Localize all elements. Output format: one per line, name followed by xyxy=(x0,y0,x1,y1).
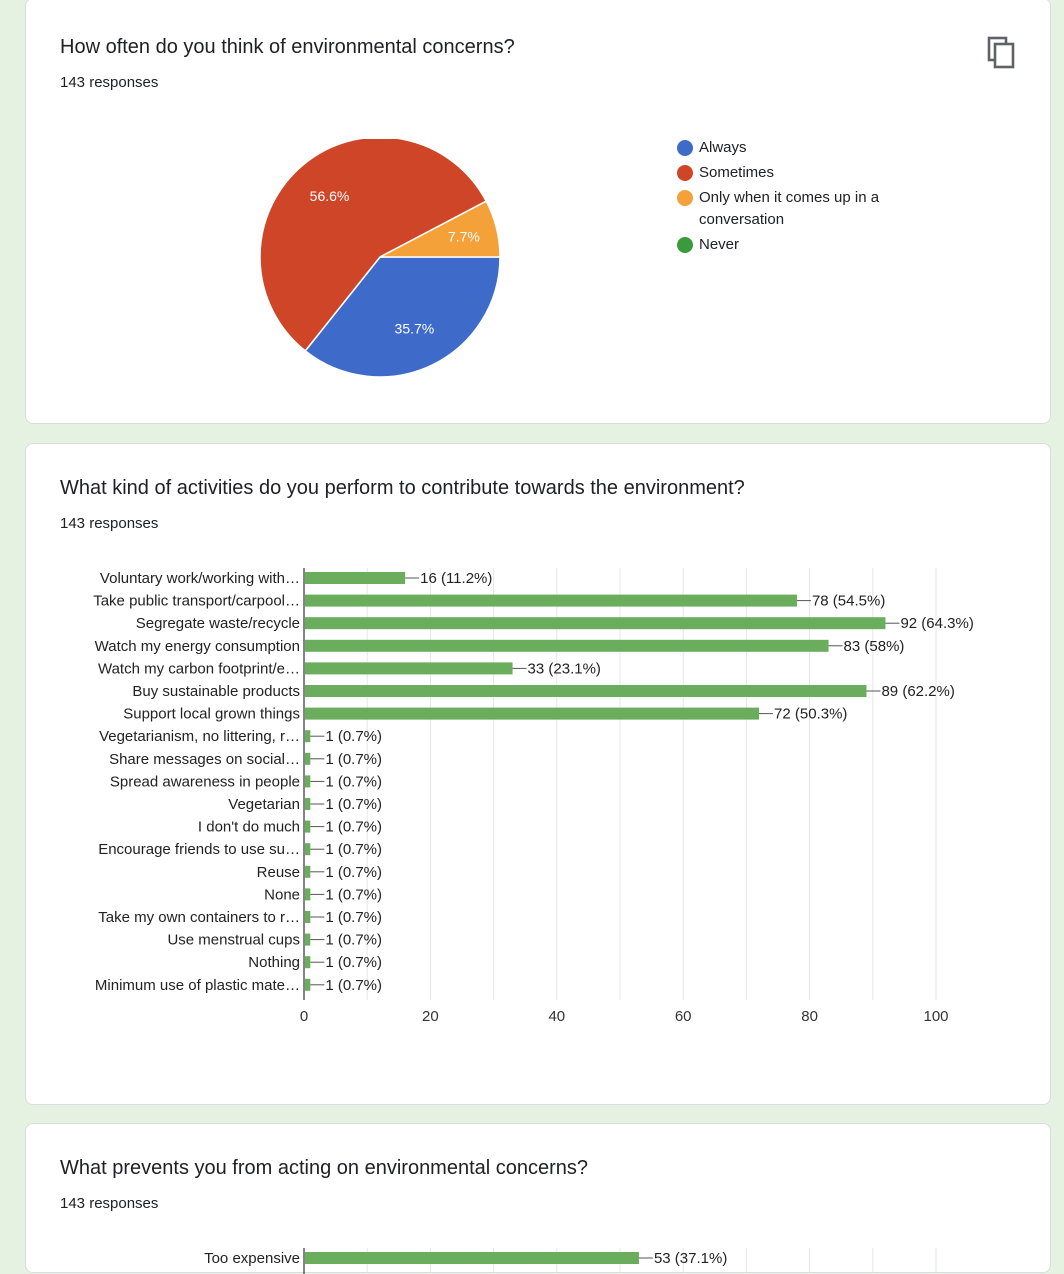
bar xyxy=(305,572,406,584)
category-label: Take my own containers to r… xyxy=(98,909,300,926)
data-label: 1 (0.7%) xyxy=(325,819,382,836)
bar xyxy=(305,888,311,901)
data-label: 92 (64.3%) xyxy=(900,615,973,632)
x-tick-label: 0 xyxy=(300,1008,308,1025)
question-card-frequency: How often do you think of environmental … xyxy=(25,0,1051,424)
legend-swatch xyxy=(677,237,693,253)
data-label: 53 (37.1%) xyxy=(654,1250,727,1267)
category-label: Spread awareness in people xyxy=(110,773,300,790)
bar xyxy=(305,843,311,856)
bar xyxy=(305,933,311,946)
category-label: None xyxy=(264,886,300,903)
pie-chart: 35.7% 56.6% 7.7% xyxy=(259,139,501,378)
legend-label: Always xyxy=(699,139,747,156)
legend-item[interactable]: Sometimes xyxy=(677,162,919,184)
category-label: Share messages on social… xyxy=(109,751,300,768)
data-label: 1 (0.7%) xyxy=(325,751,382,768)
copy-icon[interactable] xyxy=(987,36,1017,70)
question-title: What prevents you from acting on environ… xyxy=(60,1157,589,1179)
bar xyxy=(305,911,311,923)
data-label: 83 (58%) xyxy=(844,638,905,655)
data-label: 16 (11.2%) xyxy=(420,570,492,587)
bar-chart: 0 20 40 60 80 100 Voluntary work/working with…… xyxy=(93,568,974,1025)
data-label: 1 (0.7%) xyxy=(325,773,382,790)
legend-label: Never xyxy=(699,236,740,253)
pie-slice-label: 35.7% xyxy=(395,320,435,336)
bar xyxy=(305,662,513,675)
category-label: Encourage friends to use su… xyxy=(98,841,300,858)
bar xyxy=(305,730,311,743)
bar xyxy=(305,707,760,720)
legend-swatch xyxy=(677,165,693,181)
category-label: I don't do much xyxy=(198,819,300,836)
x-tick-label: 100 xyxy=(923,1008,948,1025)
data-label: 89 (62.2%) xyxy=(881,683,954,700)
category-label: Nothing xyxy=(248,954,300,971)
question-card-activities: What kind of activities do you perform t… xyxy=(25,443,1051,1105)
pie-slice xyxy=(379,200,501,258)
response-count: 143 responses xyxy=(60,1195,159,1212)
pie-slice xyxy=(304,256,501,378)
response-count: 143 responses xyxy=(60,74,159,91)
x-tick-label: 80 xyxy=(801,1008,818,1025)
bar xyxy=(305,775,311,788)
category-label: Watch my energy consumption xyxy=(95,638,300,655)
category-label: Reuse xyxy=(257,864,300,881)
category-label: Watch my carbon footprint/e… xyxy=(98,660,300,677)
data-label: 1 (0.7%) xyxy=(325,932,382,949)
category-label: Take public transport/carpool… xyxy=(93,593,300,610)
bar xyxy=(305,685,867,697)
data-label: 33 (23.1%) xyxy=(528,660,601,677)
category-label: Segregate waste/recycle xyxy=(136,615,300,632)
bar xyxy=(305,594,797,607)
category-label: Minimum use of plastic mate… xyxy=(95,977,300,994)
data-label: 1 (0.7%) xyxy=(325,864,382,881)
question-title: What kind of activities do you perform t… xyxy=(60,477,745,499)
pie-slice-label: 7.7% xyxy=(448,228,480,244)
category-label: Vegetarian xyxy=(228,796,300,813)
data-label: 72 (50.3%) xyxy=(774,706,847,723)
bar xyxy=(305,820,311,833)
question-title: How often do you think of environmental … xyxy=(60,36,515,58)
legend-item[interactable]: Never xyxy=(677,234,919,256)
category-label: Buy sustainable products xyxy=(132,683,300,700)
data-label: 1 (0.7%) xyxy=(325,796,382,813)
bar xyxy=(305,639,829,652)
category-label: Voluntary work/working with… xyxy=(100,570,300,587)
data-label: 1 (0.7%) xyxy=(325,909,382,926)
x-tick-label: 60 xyxy=(675,1008,692,1025)
legend-item[interactable]: Only when it comes up in a conversation xyxy=(677,187,919,231)
data-label: 1 (0.7%) xyxy=(325,977,382,994)
legend-item[interactable]: Always xyxy=(677,137,919,159)
bar xyxy=(305,617,886,630)
bar xyxy=(305,865,311,878)
x-tick-label: 40 xyxy=(548,1008,565,1025)
category-label: Vegetarianism, no littering, r… xyxy=(99,728,300,745)
bar xyxy=(305,956,311,969)
response-count: 143 responses xyxy=(60,515,159,532)
pie-slice-label: 56.6% xyxy=(310,188,350,204)
legend-label: Only when it comes up in a conversation xyxy=(699,189,880,228)
data-label: 1 (0.7%) xyxy=(325,954,382,971)
category-label: Too expensive xyxy=(204,1250,300,1267)
x-tick-label: 20 xyxy=(422,1008,439,1025)
legend-swatch xyxy=(677,140,693,156)
pie-slice xyxy=(259,139,488,352)
legend-swatch xyxy=(677,190,693,206)
data-label: 78 (54.5%) xyxy=(812,593,885,610)
data-label: 1 (0.7%) xyxy=(325,728,382,745)
category-label: Use menstrual cups xyxy=(167,932,300,949)
bar-chart: Too expensive 53 (37.1%) xyxy=(204,1248,937,1274)
bar xyxy=(305,798,311,810)
data-label: 1 (0.7%) xyxy=(325,841,382,858)
data-label: 1 (0.7%) xyxy=(325,886,382,903)
pie-legend: Always Sometimes Only when it comes up in … xyxy=(677,137,919,259)
bar xyxy=(305,1252,639,1264)
bar xyxy=(305,978,311,991)
question-card-barriers: What prevents you from acting on environ… xyxy=(25,1123,1051,1274)
legend-label: Sometimes xyxy=(699,164,775,181)
bar xyxy=(305,752,311,765)
category-label: Support local grown things xyxy=(123,706,300,723)
